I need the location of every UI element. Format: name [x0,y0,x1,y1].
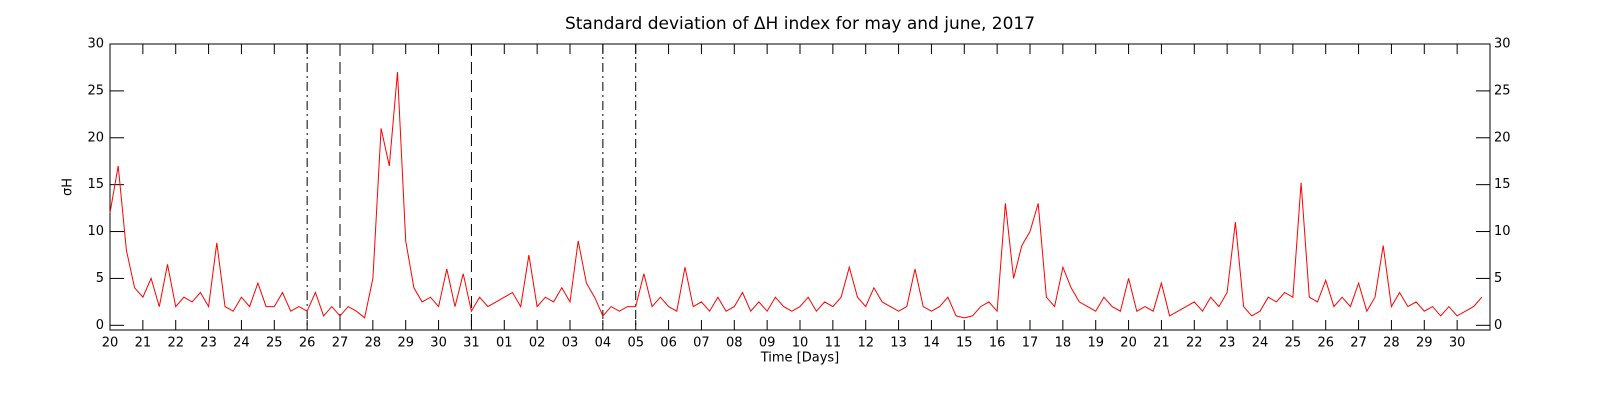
y2-tick-label: 15 [1494,177,1511,192]
y-tick-label: 10 [87,224,104,239]
x-tick-label: 24 [233,336,250,351]
x-tick-label: 11 [825,336,842,351]
x-tick-label: 12 [857,336,874,351]
x-tick-label: 14 [923,336,940,351]
x-tick-label: 28 [365,336,382,351]
x-tick-label: 22 [1186,336,1203,351]
y2-tick-label: 5 [1494,271,1502,286]
x-tick-label: 31 [463,336,480,351]
y-tick-label: 25 [87,83,104,98]
x-tick-label: 23 [200,336,217,351]
x-tick-label: 05 [627,336,644,351]
x-tick-label: 20 [1120,336,1137,351]
x-tick-label: 30 [430,336,447,351]
x-tick-label: 10 [792,336,809,351]
y2-tick-label: 25 [1494,83,1511,98]
y2-tick-label: 10 [1494,224,1511,239]
x-tick-label: 15 [956,336,973,351]
x-tick-label: 07 [693,336,710,351]
x-tick-label: 21 [135,336,152,351]
x-tick-label: 30 [1449,336,1466,351]
y-tick-label: 5 [96,271,104,286]
x-tick-label: 18 [1055,336,1072,351]
x-tick-label: 23 [1219,336,1236,351]
x-tick-label: 20 [102,336,119,351]
data-line [109,72,1483,319]
plot-frame [109,43,1491,331]
x-tick-label: 03 [562,336,579,351]
x-tick-label: 27 [1350,336,1367,351]
x-tick-label: 25 [1285,336,1302,351]
x-tick-label: 02 [529,336,546,351]
x-tick-label: 22 [167,336,184,351]
y-tick-label: 0 [96,318,104,333]
y-tick-label: 20 [87,130,104,145]
x-tick-label: 19 [1087,336,1104,351]
x-tick-label: 24 [1252,336,1269,351]
y2-tick-label: 20 [1494,130,1511,145]
x-tick-label: 16 [989,336,1006,351]
y2-tick-label: 30 [1494,37,1511,52]
x-tick-label: 09 [759,336,776,351]
x-tick-label: 29 [1416,336,1433,351]
x-tick-label: 28 [1383,336,1400,351]
y2-tick-label: 0 [1494,318,1502,333]
x-tick-label: 29 [397,336,414,351]
x-tick-label: 13 [890,336,907,351]
x-tick-label: 26 [299,336,316,351]
x-tick-label: 21 [1153,336,1170,351]
y-axis-label: σH [61,178,76,196]
chart-title: Standard deviation of ΔH index for may a… [565,14,1035,34]
y-tick-label: 15 [87,177,104,192]
x-tick-label: 04 [595,336,612,351]
x-axis-label: Time [Days] [760,351,840,366]
x-tick-label: 25 [266,336,283,351]
x-tick-label: 27 [332,336,349,351]
x-tick-label: 01 [496,336,513,351]
x-tick-label: 06 [660,336,677,351]
x-tick-label: 26 [1317,336,1334,351]
x-tick-label: 08 [726,336,743,351]
y-tick-label: 30 [87,37,104,52]
x-tick-label: 17 [1022,336,1039,351]
